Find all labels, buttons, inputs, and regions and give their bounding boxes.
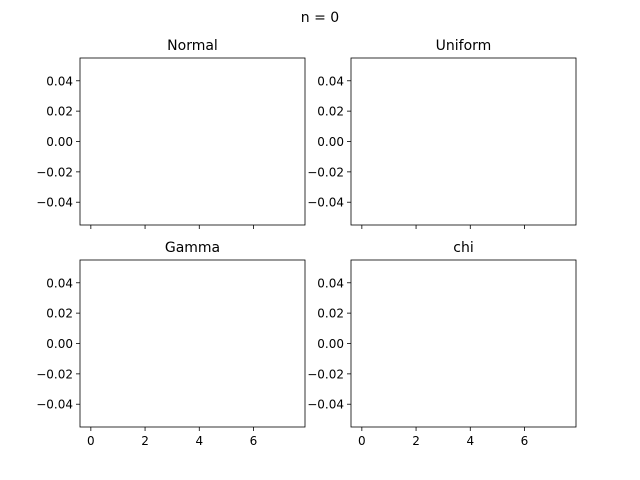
x-tick-label-gamma-1: 2 [141,434,149,448]
subplot-title-chi: chi [453,240,473,256]
y-tick-label-uniform-3: 0.02 [317,105,344,119]
x-tick-label-gamma-3: 6 [250,434,258,448]
y-tick-label-normal-1: −0.02 [36,165,73,179]
x-tick-label-gamma-0: 0 [87,434,95,448]
y-tick-label-gamma-3: 0.02 [46,307,73,321]
y-tick-label-chi-1: −0.02 [307,367,344,381]
x-tick-label-chi-0: 0 [358,434,366,448]
y-tick-label-gamma-1: −0.02 [36,367,73,381]
y-tick-label-chi-2: 0.00 [317,337,344,351]
y-tick-label-gamma-0: −0.04 [36,398,73,412]
x-tick-label-chi-2: 4 [466,434,474,448]
plot-area-gamma [79,259,306,428]
plot-area-normal [79,57,306,226]
y-tick-label-normal-4: 0.04 [46,74,73,88]
subplot-gamma: Gamma −0.04 −0.02 0.00 0.02 0.04 0 2 4 6 [36,240,306,448]
y-tick-label-normal-2: 0.00 [46,135,73,149]
subplot-normal: Normal −0.04 −0.02 0.00 0.02 0.04 [36,38,306,229]
subplots: Normal −0.04 −0.02 0.00 0.02 0.04 Uniform −0.04… [36,38,577,448]
x-tick-label-chi-3: 6 [521,434,529,448]
subplot-title-uniform: Uniform [436,38,492,54]
y-tick-label-chi-0: −0.04 [307,398,344,412]
subplot-chi: chi −0.04 −0.02 0.00 0.02 0.04 0 2 4 6 [307,240,577,448]
y-tick-label-uniform-2: 0.00 [317,135,344,149]
subplot-title-gamma: Gamma [165,240,220,256]
y-tick-label-chi-3: 0.02 [317,307,344,321]
y-tick-label-gamma-2: 0.00 [46,337,73,351]
subplot-title-normal: Normal [167,38,218,54]
plot-area-uniform [350,57,577,226]
figure-suptitle: n = 0 [301,10,339,26]
subplot-uniform: Uniform −0.04 −0.02 0.00 0.02 0.04 [307,38,577,229]
y-tick-label-normal-0: −0.04 [36,196,73,210]
y-tick-label-uniform-0: −0.04 [307,196,344,210]
x-tick-label-chi-1: 2 [412,434,420,448]
y-tick-label-uniform-4: 0.04 [317,74,344,88]
y-tick-label-chi-4: 0.04 [317,276,344,290]
plot-area-chi [350,259,577,428]
y-tick-label-gamma-4: 0.04 [46,276,73,290]
y-tick-label-normal-3: 0.02 [46,105,73,119]
x-tick-label-gamma-2: 4 [195,434,203,448]
y-tick-label-uniform-1: −0.02 [307,165,344,179]
